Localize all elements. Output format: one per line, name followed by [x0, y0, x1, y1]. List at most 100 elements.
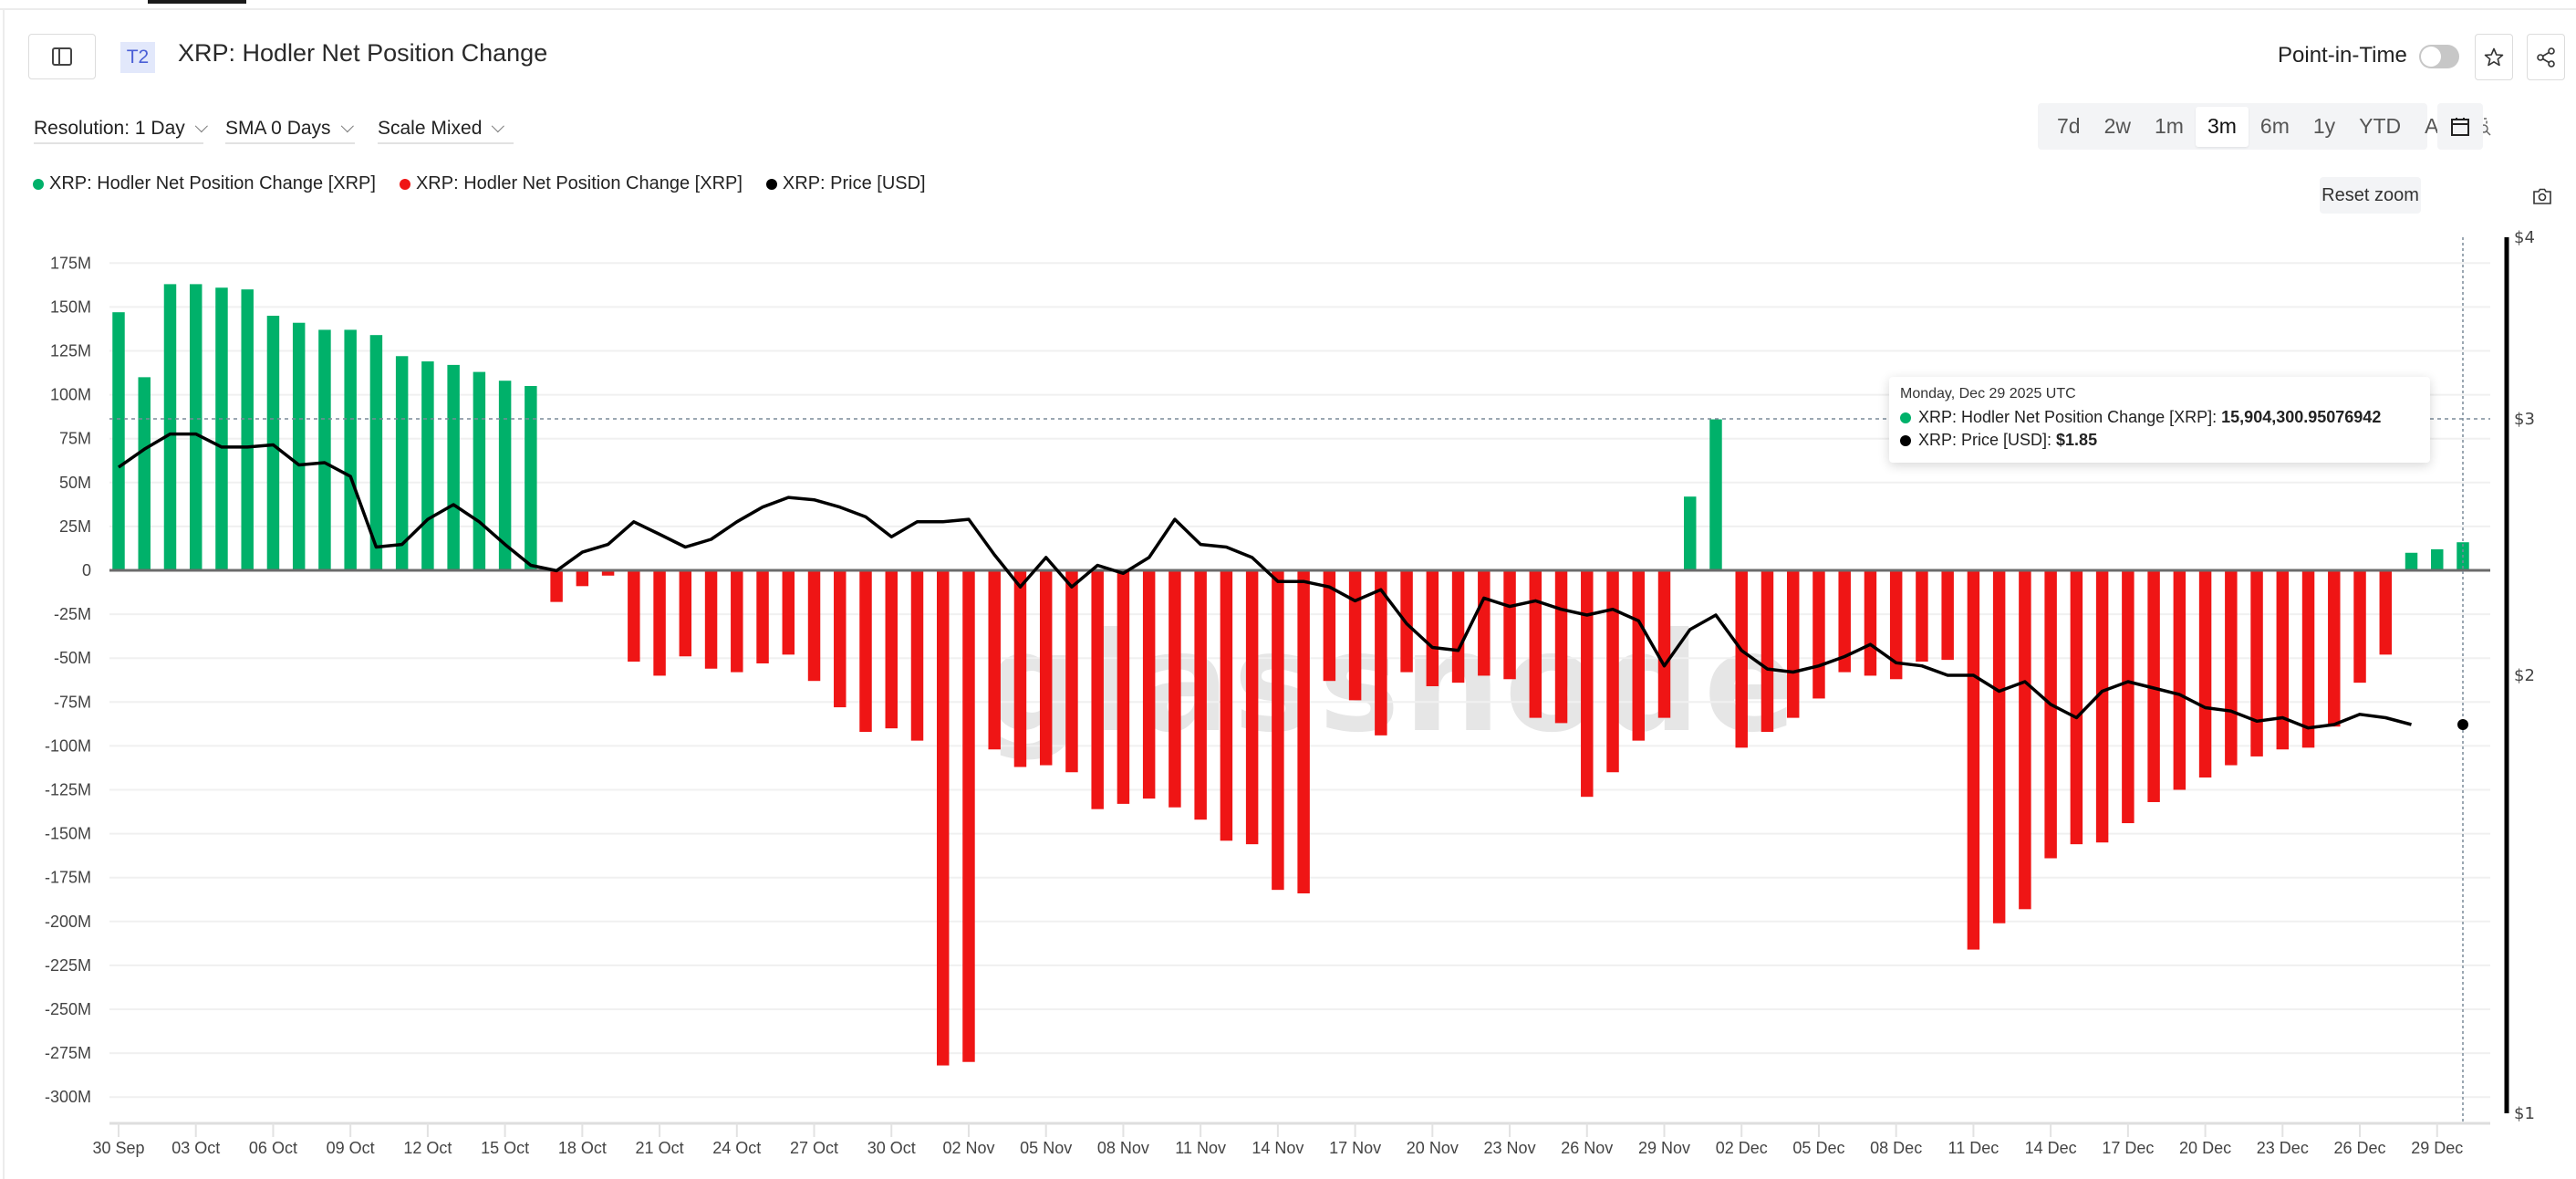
bar[interactable]	[1297, 570, 1310, 894]
bar[interactable]	[241, 289, 254, 570]
bar[interactable]	[731, 570, 743, 673]
bar[interactable]	[2198, 570, 2212, 778]
favorite-button[interactable]	[2475, 34, 2513, 80]
bar[interactable]	[1426, 570, 1439, 686]
bar[interactable]	[292, 322, 306, 570]
bar[interactable]	[2122, 570, 2135, 824]
bar[interactable]	[1245, 570, 1259, 845]
range-3m[interactable]: 3m	[2195, 106, 2249, 147]
bar[interactable]	[550, 570, 563, 602]
bar[interactable]	[782, 570, 795, 655]
bar[interactable]	[1735, 570, 1748, 748]
bar[interactable]	[937, 570, 950, 1066]
range-1y[interactable]: 1y	[2312, 114, 2336, 138]
legend-item-price[interactable]: XRP: Price [USD]	[765, 173, 926, 194]
bar[interactable]	[1091, 570, 1104, 809]
bar[interactable]	[1065, 570, 1078, 773]
range-6m[interactable]: 6m	[2259, 114, 2290, 138]
bar[interactable]	[1864, 570, 1877, 676]
bar[interactable]	[1684, 496, 1697, 570]
bar[interactable]	[756, 570, 769, 663]
point-in-time-toggle[interactable]	[2419, 45, 2459, 68]
bar[interactable]	[1813, 570, 1825, 699]
bar[interactable]	[1709, 419, 1722, 570]
bar[interactable]	[1323, 570, 1336, 682]
bar[interactable]	[2225, 570, 2238, 766]
bar[interactable]	[1581, 570, 1594, 798]
bar[interactable]	[189, 284, 203, 570]
bar[interactable]	[2044, 570, 2057, 859]
scale-dropdown[interactable]: Scale Mixed	[378, 115, 514, 144]
bar[interactable]	[628, 570, 640, 663]
share-button[interactable]	[2527, 34, 2565, 80]
bar[interactable]	[1220, 570, 1233, 841]
bar[interactable]	[447, 364, 460, 570]
range-ytd[interactable]: YTD	[2359, 114, 2402, 138]
bar[interactable]	[266, 316, 280, 570]
bar[interactable]	[1194, 570, 1207, 820]
bar[interactable]	[653, 570, 666, 676]
bar[interactable]	[1478, 570, 1491, 676]
bar[interactable]	[910, 570, 924, 741]
bar[interactable]	[1039, 570, 1053, 766]
bar[interactable]	[2173, 570, 2186, 790]
bar[interactable]	[318, 329, 331, 570]
bar[interactable]	[344, 329, 357, 570]
bar[interactable]	[1889, 570, 1903, 680]
range-7d[interactable]: 7d	[2057, 114, 2081, 138]
bar[interactable]	[163, 284, 177, 570]
bar[interactable]	[1967, 570, 1980, 950]
bar[interactable]	[112, 312, 125, 570]
bar[interactable]	[2019, 570, 2031, 910]
bar[interactable]	[859, 570, 872, 733]
bar[interactable]	[2095, 570, 2109, 843]
bar[interactable]	[2379, 570, 2393, 655]
bar[interactable]	[2431, 548, 2444, 570]
bar[interactable]	[2276, 570, 2290, 750]
bar[interactable]	[1606, 570, 1619, 773]
bar[interactable]	[704, 570, 718, 669]
bar[interactable]	[2353, 570, 2366, 683]
bar[interactable]	[138, 377, 151, 570]
bar[interactable]	[1272, 570, 1284, 891]
bar[interactable]	[1992, 570, 2006, 923]
bar[interactable]	[1375, 570, 1387, 736]
bar[interactable]	[601, 570, 615, 576]
bar[interactable]	[1503, 570, 1516, 680]
bar[interactable]	[395, 356, 409, 570]
price-line[interactable]	[117, 432, 2412, 730]
bar[interactable]	[576, 570, 589, 587]
bar[interactable]	[1786, 570, 1800, 718]
legend-item-positive[interactable]: XRP: Hodler Net Position Change [XRP]	[33, 173, 376, 194]
bar[interactable]	[2301, 570, 2315, 748]
legend-item-negative[interactable]: XRP: Hodler Net Position Change [XRP]	[399, 173, 743, 194]
bar[interactable]	[834, 570, 847, 708]
bar[interactable]	[498, 381, 512, 570]
sma-dropdown[interactable]: SMA 0 Days	[225, 115, 355, 144]
bar[interactable]	[807, 570, 821, 682]
bar[interactable]	[1838, 570, 1851, 673]
bar[interactable]	[1348, 570, 1362, 701]
bar[interactable]	[2405, 552, 2418, 570]
bar[interactable]	[1941, 570, 1954, 661]
bar[interactable]	[369, 335, 383, 570]
bar[interactable]	[962, 570, 975, 1062]
bar[interactable]	[1451, 570, 1465, 683]
bar[interactable]	[1013, 570, 1027, 767]
bar[interactable]	[2328, 570, 2341, 727]
bar[interactable]	[1554, 570, 1568, 724]
bar[interactable]	[215, 287, 228, 570]
bar[interactable]	[1169, 570, 1181, 808]
bar[interactable]	[421, 361, 434, 570]
bar[interactable]	[525, 385, 537, 570]
bar[interactable]	[2147, 570, 2160, 802]
bar[interactable]	[2070, 570, 2083, 845]
reset-zoom-button[interactable]: Reset zoom	[2320, 177, 2421, 214]
bar[interactable]	[2250, 570, 2263, 756]
resolution-dropdown[interactable]: Resolution: 1 Day	[34, 115, 208, 144]
bar[interactable]	[1117, 570, 1130, 804]
bar[interactable]	[1632, 570, 1645, 741]
date-picker-button[interactable]	[2437, 103, 2483, 150]
range-2w[interactable]: 2w	[2103, 114, 2131, 138]
